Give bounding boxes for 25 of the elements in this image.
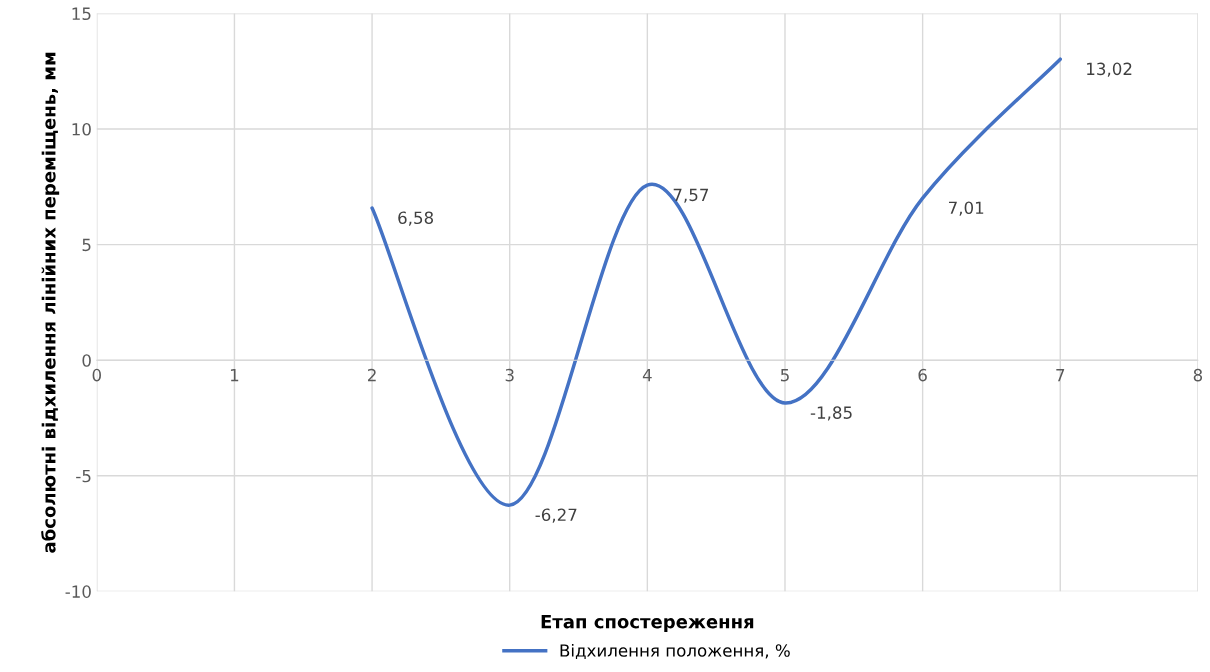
data-label: 7,01: [948, 201, 984, 216]
legend-label: Відхилення положення, %: [560, 643, 790, 659]
y-axis-title: абсолютні відхилення лінійних переміщень, мм: [41, 52, 60, 553]
x-tick-label: 1: [230, 369, 239, 382]
x-tick-label: 6: [918, 368, 927, 382]
x-tick-label: 2: [367, 368, 376, 382]
y-tick-label: -5: [76, 469, 91, 483]
data-label: -1,85: [810, 406, 852, 421]
x-tick-label: 7: [1056, 369, 1065, 382]
data-label: -6,27: [535, 508, 577, 523]
data-label: 7,57: [673, 188, 709, 203]
line-series: [370, 57, 1062, 507]
x-tick-label: 8: [1193, 368, 1203, 382]
x-tick-label: 0: [92, 368, 101, 382]
x-tick-label: 5: [780, 369, 789, 382]
x-axis-title: Етап спостереження: [541, 615, 754, 632]
data-label: 13,02: [1087, 62, 1132, 77]
data-label: 6,58: [398, 211, 434, 226]
y-tick-label: -10: [65, 585, 91, 598]
y-tick-label: 10: [72, 122, 91, 136]
y-tick-label: 15: [72, 7, 91, 21]
x-tick-label: 3: [505, 368, 514, 382]
y-tick-label: 5: [82, 238, 91, 252]
x-tick-label: 4: [642, 369, 652, 382]
y-tick-label: 0: [82, 354, 91, 367]
